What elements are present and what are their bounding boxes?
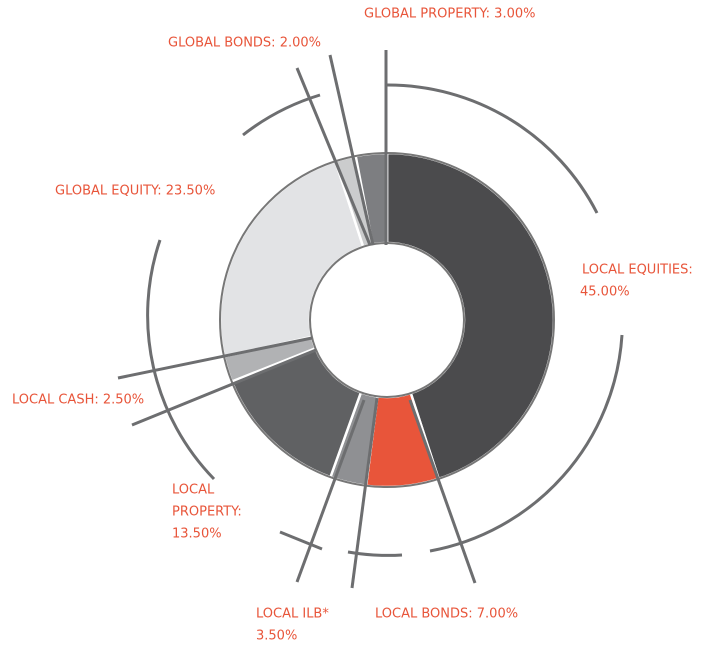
- data-label: 13.50%: [172, 527, 222, 542]
- deco-arc: [347, 550, 403, 557]
- leader-line: [131, 348, 317, 427]
- inner-ring: [309, 242, 465, 398]
- deco-arc: [242, 93, 321, 137]
- deco-arc: [146, 239, 216, 481]
- donut: [218, 151, 556, 489]
- data-label: 3.50%: [256, 629, 297, 644]
- leader-line: [350, 397, 379, 589]
- data-label: LOCAL CASH: 2.50%: [12, 393, 144, 408]
- deco-arc: [429, 334, 624, 553]
- leader-line: [408, 399, 477, 584]
- data-label: 45.00%: [580, 285, 630, 300]
- data-label: LOCAL BONDS: 7.00%: [375, 607, 518, 622]
- labels: LOCAL EQUITIES: 45.00% LOCAL BONDS: 7.00% L…: [12, 7, 693, 644]
- deco-arc: [386, 83, 599, 214]
- data-label: LOCAL: [172, 483, 215, 498]
- data-label: GLOBAL EQUITY: 23.50%: [55, 184, 215, 199]
- leader-line: [295, 67, 372, 246]
- leader-line: [117, 336, 313, 380]
- data-label: LOCAL EQUITIES:: [582, 263, 693, 278]
- data-label: GLOBAL BONDS: 2.00%: [168, 36, 321, 51]
- leader-lines: [117, 50, 477, 589]
- leader-line: [328, 54, 375, 246]
- data-label: LOCAL ILB*: [256, 607, 329, 622]
- data-label: PROPERTY:: [172, 505, 242, 520]
- deco-tick: [279, 530, 323, 551]
- decorations: [146, 83, 624, 557]
- data-label: GLOBAL PROPERTY: 3.00%: [364, 7, 535, 22]
- leader-line: [295, 399, 366, 583]
